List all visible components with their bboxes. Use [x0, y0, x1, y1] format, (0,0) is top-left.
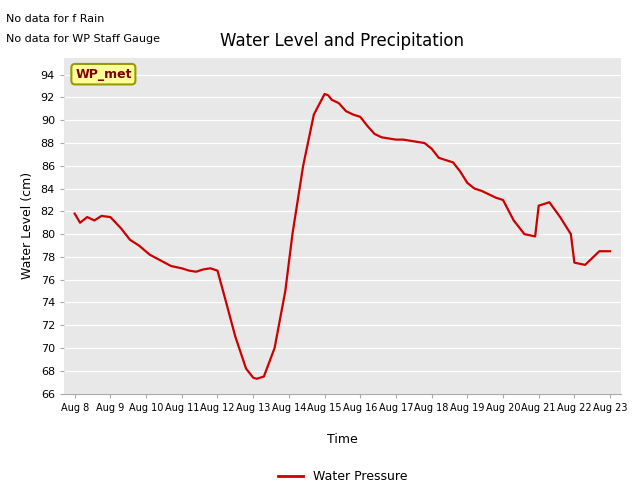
Title: Water Level and Precipitation: Water Level and Precipitation: [220, 33, 465, 50]
Text: No data for f Rain: No data for f Rain: [6, 14, 105, 24]
X-axis label: Time: Time: [327, 433, 358, 446]
Text: WP_met: WP_met: [75, 68, 132, 81]
Text: No data for WP Staff Gauge: No data for WP Staff Gauge: [6, 34, 161, 44]
Legend: Water Pressure: Water Pressure: [273, 465, 412, 480]
Y-axis label: Water Level (cm): Water Level (cm): [20, 172, 34, 279]
